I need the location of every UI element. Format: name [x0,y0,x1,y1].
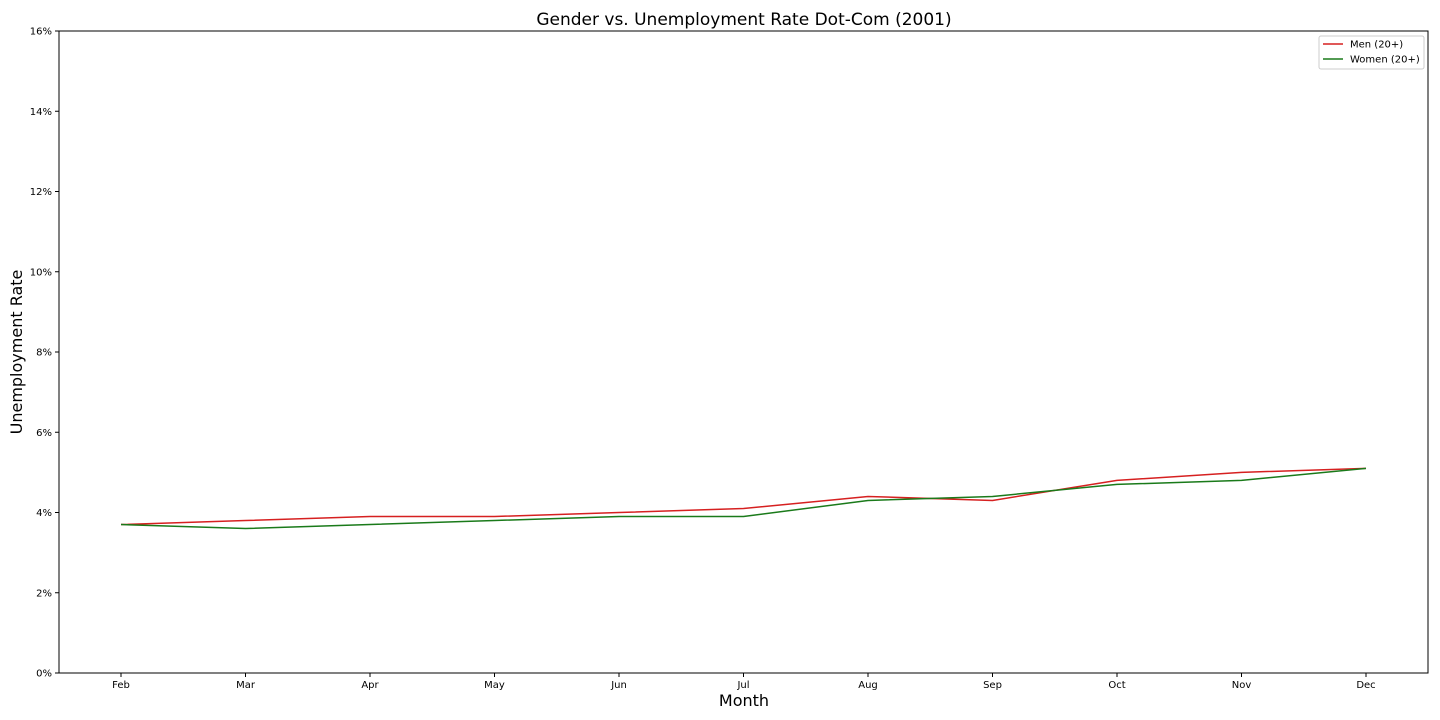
y-tick-label: 2% [36,588,52,599]
x-tick-label: Sep [983,680,1002,691]
chart-title: Gender vs. Unemployment Rate Dot-Com (20… [536,10,951,30]
x-tick-label: Jul [736,680,749,691]
y-tick-label: 10% [30,267,52,278]
legend-label: Men (20+) [1350,40,1403,51]
y-tick-label: 16% [30,27,52,38]
y-tick-label: 0% [36,669,52,680]
series-line-women [120,467,1367,530]
x-tick-label: Oct [1108,680,1125,691]
legend-box [1318,35,1425,70]
legend: Men (20+) Women (20+) [1318,35,1425,70]
x-tick-label: May [484,680,505,691]
x-tick-label: Apr [361,680,379,691]
y-tick-label: 14% [30,107,52,118]
legend-label: Women (20+) [1350,55,1420,66]
y-tick-label: 8% [36,348,52,359]
y-tick-label: 6% [36,428,52,439]
y-tick-label: 4% [36,508,52,519]
x-tick-label: Aug [858,680,878,691]
x-axis-title: Month [719,691,769,710]
x-tick-label: Feb [112,680,130,691]
y-axis-title: Unemployment Rate [7,270,26,435]
axes-layer: 0% 2% 4% 6% 8% 10% 12% 14% 16% Feb Mar Apr May Jun Jul… [30,27,1429,691]
x-tick-label: Nov [1232,680,1252,691]
y-tick-label: 12% [30,187,52,198]
x-tick-label: Mar [236,680,256,691]
x-tick-label: Jun [610,680,627,691]
series-layer [120,467,1367,530]
series-line-men [120,467,1367,526]
x-tick-label: Dec [1356,680,1375,691]
